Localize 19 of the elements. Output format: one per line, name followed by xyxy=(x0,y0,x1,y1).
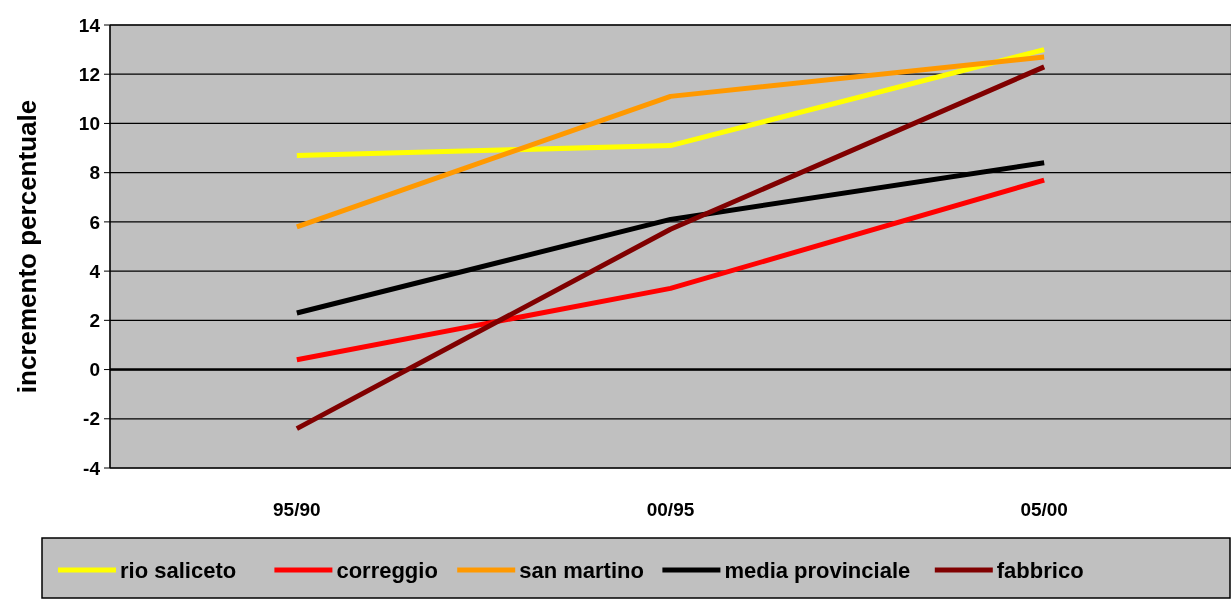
y-tick-label: 8 xyxy=(89,162,100,184)
y-tick-label: -2 xyxy=(83,408,100,430)
y-tick-label: 0 xyxy=(89,359,100,381)
y-tick-label: 12 xyxy=(78,63,100,85)
legend-label: media provinciale xyxy=(724,558,911,583)
y-tick-label: 2 xyxy=(89,309,100,331)
x-tick-label: 95/90 xyxy=(273,499,321,520)
legend-label: correggio xyxy=(336,558,438,583)
x-tick-label: 00/95 xyxy=(646,499,695,520)
legend-label: rio saliceto xyxy=(120,558,237,583)
y-tick-label: 4 xyxy=(89,260,101,282)
y-tick-label: 10 xyxy=(78,113,100,135)
y-tick-label: 6 xyxy=(89,211,100,233)
y-tick-label: -4 xyxy=(83,457,101,479)
y-axis-title: incremento percentuale xyxy=(12,99,42,394)
legend-label: san martino xyxy=(519,558,644,583)
legend-label: fabbrico xyxy=(996,558,1084,583)
x-tick-label: 05/00 xyxy=(1020,499,1068,520)
y-tick-label: 14 xyxy=(78,14,101,36)
